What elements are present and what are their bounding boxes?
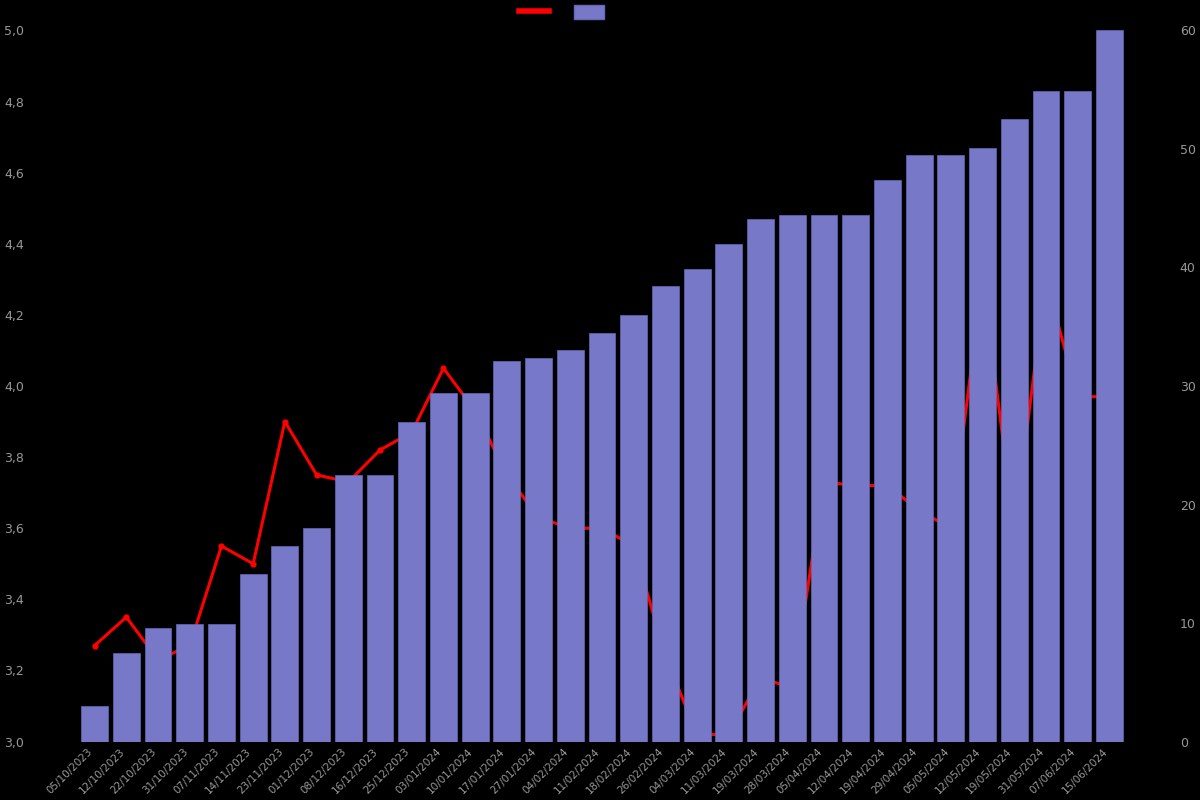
Bar — [1032, 91, 1060, 742]
Bar — [430, 393, 457, 742]
Bar — [271, 546, 299, 742]
Bar — [366, 475, 394, 742]
Bar — [462, 393, 488, 742]
Bar — [588, 333, 616, 742]
Bar — [748, 219, 774, 742]
Bar — [906, 155, 932, 742]
Bar — [335, 475, 361, 742]
Bar — [526, 358, 552, 742]
Bar — [684, 269, 710, 742]
Bar — [652, 286, 679, 742]
Bar — [715, 244, 743, 742]
Bar — [1096, 30, 1123, 742]
Bar — [810, 215, 838, 742]
Bar — [1064, 91, 1091, 742]
Bar — [240, 574, 266, 742]
Bar — [1001, 119, 1027, 742]
Bar — [398, 422, 425, 742]
Bar — [874, 180, 901, 742]
Bar — [176, 624, 203, 742]
Bar — [937, 155, 965, 742]
Bar — [113, 653, 139, 742]
Bar — [144, 628, 172, 742]
Bar — [970, 148, 996, 742]
Bar — [304, 528, 330, 742]
Bar — [493, 361, 521, 742]
Legend: , : , — [512, 0, 623, 26]
Bar — [557, 350, 583, 742]
Bar — [842, 215, 869, 742]
Bar — [620, 315, 647, 742]
Bar — [779, 215, 805, 742]
Bar — [82, 706, 108, 742]
Bar — [208, 624, 235, 742]
